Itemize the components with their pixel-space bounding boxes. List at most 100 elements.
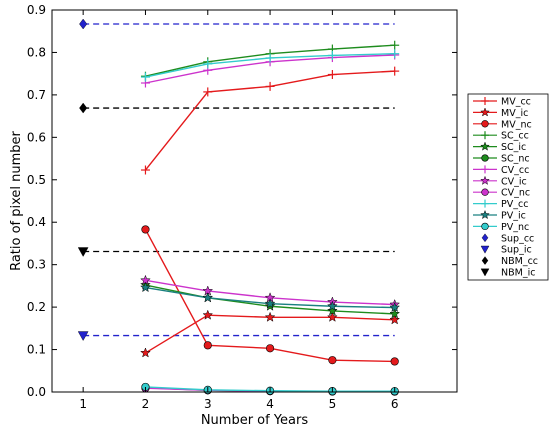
point-mv-nc-5: [328, 356, 337, 365]
point-mv-nc-3: [203, 341, 212, 350]
legend-item-mv-nc: MV_nc: [473, 119, 532, 130]
legend-marker-mv-ic: [480, 107, 490, 117]
legend-item-sc-ic: SC_ic: [473, 141, 526, 153]
ref-marker-nbm-cc: [79, 102, 88, 114]
point-sc-ic-6: [389, 308, 401, 319]
legend-item-sc-cc: SC_cc: [473, 131, 529, 142]
x-tick-label: 6: [391, 397, 399, 411]
legend-item-pv-nc: PV_nc: [473, 222, 529, 233]
point-mv-cc-6: [390, 66, 400, 76]
y-tick-label: 0.3: [27, 258, 46, 272]
point-pv-cc-6: [390, 49, 400, 59]
y-tick-label: 0.1: [27, 343, 46, 357]
y-axis-label: Ratio of pixel number: [9, 130, 24, 270]
legend-item-cv-nc: CV_nc: [473, 188, 530, 199]
point-pv-cc-5: [327, 50, 337, 60]
legend-item-pv-cc: PV_cc: [473, 199, 528, 210]
x-tick-label: 1: [79, 397, 87, 411]
series-lines: [140, 40, 401, 396]
point-mv-cc-2: [140, 165, 150, 175]
legend-label: CV_ic: [501, 176, 527, 187]
ref-marker-sup-ic: [77, 331, 89, 341]
legend-item-sc-nc: SC_nc: [473, 154, 530, 165]
legend-label: Sup_cc: [501, 233, 534, 244]
legend-item-mv-ic: MV_ic: [473, 107, 528, 119]
y-tick-label: 0.9: [27, 3, 46, 17]
legend-marker-nbm-cc: [481, 256, 489, 265]
reference-lines: [77, 18, 395, 341]
y-tick-label: 0.4: [27, 215, 46, 229]
legend-marker-mv-cc: [481, 97, 489, 105]
plot-area: [52, 10, 457, 392]
legend-marker-nbm-ic: [480, 268, 490, 277]
point-mv-cc-5: [327, 70, 337, 80]
legend-item-mv-cc: MV_cc: [473, 97, 531, 108]
point-pv-cc-3: [203, 59, 213, 69]
legend-marker-sup-cc: [481, 233, 489, 243]
legend-label: PV_ic: [501, 211, 526, 222]
x-axis-label: Number of Years: [201, 413, 309, 428]
x-tick-label: 5: [329, 397, 337, 411]
y-tick-label: 0.0: [27, 385, 46, 399]
legend-item-cv-ic: CV_ic: [473, 175, 527, 187]
point-mv-nc-4: [265, 344, 275, 353]
point-sc-ic-5: [326, 305, 338, 316]
point-pv-cc-4: [265, 53, 275, 63]
legend-marker-sup-ic: [480, 245, 490, 254]
point-mv-ic-2: [140, 347, 151, 358]
legend-item-cv-cc: CV_cc: [473, 165, 529, 176]
legend-marker-sc-ic: [480, 141, 490, 151]
legend-marker-cv-ic: [480, 175, 490, 185]
ref-marker-nbm-ic: [77, 247, 89, 257]
point-mv-cc-3: [203, 87, 213, 97]
point-mv-cc-4: [265, 81, 275, 91]
legend-label: NBM_ic: [501, 268, 535, 279]
y-tick-label: 0.8: [27, 45, 46, 59]
y-tick-label: 0.7: [27, 88, 46, 102]
legend-label: CV_nc: [501, 188, 530, 199]
legend-label: Sup_ic: [501, 245, 532, 256]
point-pv-ic-6: [389, 301, 401, 313]
legend-item-nbm-cc: NBM_cc: [481, 256, 538, 267]
legend-label: SC_cc: [501, 131, 529, 142]
legend-label: PV_cc: [501, 199, 528, 210]
legend-label: CV_cc: [501, 165, 529, 176]
y-tick-label: 0.5: [27, 173, 46, 187]
x-tick-label: 3: [204, 397, 212, 411]
point-mv-ic-6: [389, 314, 401, 325]
point-mv-nc-2: [141, 225, 150, 234]
legend-marker-mv-nc: [481, 120, 489, 128]
point-pv-ic-3: [202, 292, 214, 303]
x-tick-label: 4: [266, 397, 274, 411]
legend-marker-sc-cc: [481, 131, 489, 140]
ref-marker-sup-cc: [79, 18, 88, 30]
point-pv-ic-4: [264, 298, 276, 309]
point-mv-nc-6: [390, 357, 399, 366]
point-sc-cc-6: [390, 40, 400, 50]
legend-label: SC_nc: [501, 154, 530, 165]
legend-marker-pv-cc: [481, 199, 489, 208]
legend-label: MV_ic: [501, 108, 528, 119]
legend-label: PV_nc: [501, 222, 529, 233]
point-pv-ic-5: [326, 300, 338, 311]
legend-item-sup-cc: Sup_cc: [481, 233, 534, 244]
legend-marker-pv-nc: [481, 222, 489, 231]
point-mv-ic-5: [326, 311, 338, 322]
legend-marker-cv-nc: [481, 188, 489, 196]
legend-label: MV_nc: [501, 119, 532, 130]
legend-marker-sc-nc: [481, 154, 489, 162]
axis-ticks: 1 2 3 4 5 6 0.0 0.1 0.2 0.3 0.4 0.5 0.6 0.7 0.8 0.9: [27, 3, 457, 411]
legend-marker-cv-cc: [481, 165, 489, 174]
legend-item-pv-ic: PV_ic: [473, 209, 526, 222]
legend-item-nbm-ic: NBM_ic: [480, 268, 535, 279]
point-mv-ic-3: [202, 309, 214, 320]
point-pv-cc-2: [140, 72, 150, 82]
legend-label: MV_cc: [501, 97, 531, 108]
y-tick-label: 0.6: [27, 130, 46, 144]
legend-label: SC_ic: [501, 142, 526, 153]
point-mv-ic-4: [264, 311, 276, 322]
y-tick-label: 0.2: [27, 300, 46, 314]
x-tick-label: 2: [142, 397, 150, 411]
legend-marker-pv-ic: [480, 209, 490, 220]
